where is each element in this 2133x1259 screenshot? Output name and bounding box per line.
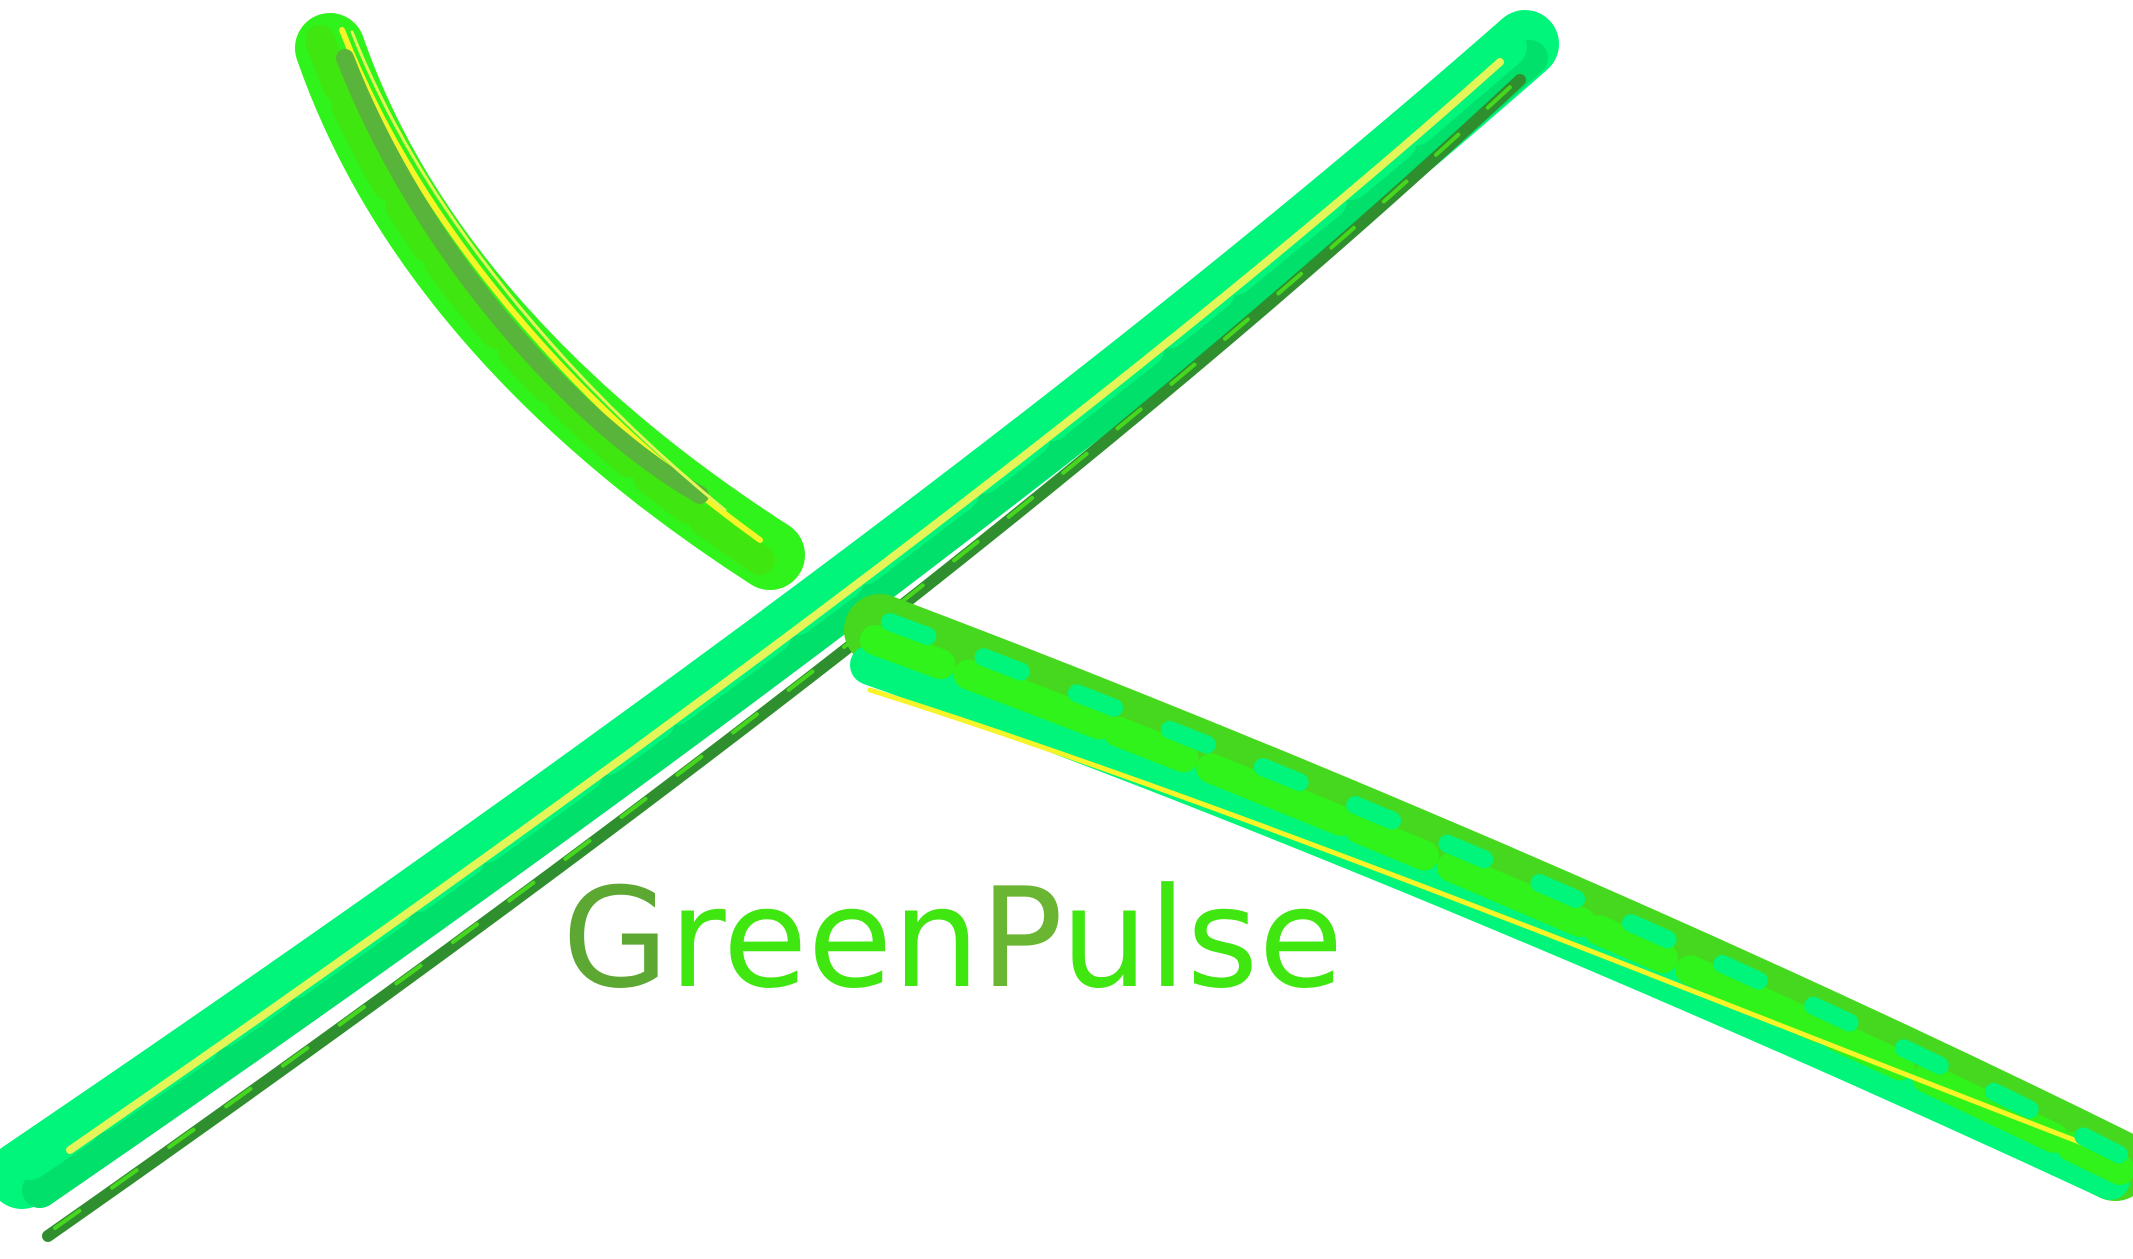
brand-letter: e xyxy=(1258,858,1344,1019)
brand-letter: e xyxy=(722,858,808,1019)
brand-letter: e xyxy=(807,858,893,1019)
brand-letter: l xyxy=(1148,858,1187,1019)
brand-letter: r xyxy=(668,858,723,1019)
brand-name: GreenPulse xyxy=(562,870,1343,1008)
brush-stroke-short xyxy=(295,13,805,590)
brush-stroke-right xyxy=(844,594,2133,1201)
brand-letter: P xyxy=(979,858,1061,1019)
brand-letter: u xyxy=(1060,858,1149,1019)
brand-letter: n xyxy=(892,858,980,1019)
brush-stroke-long xyxy=(0,10,1559,1242)
brand-letter: G xyxy=(562,858,669,1019)
brand-letter: s xyxy=(1186,858,1259,1019)
